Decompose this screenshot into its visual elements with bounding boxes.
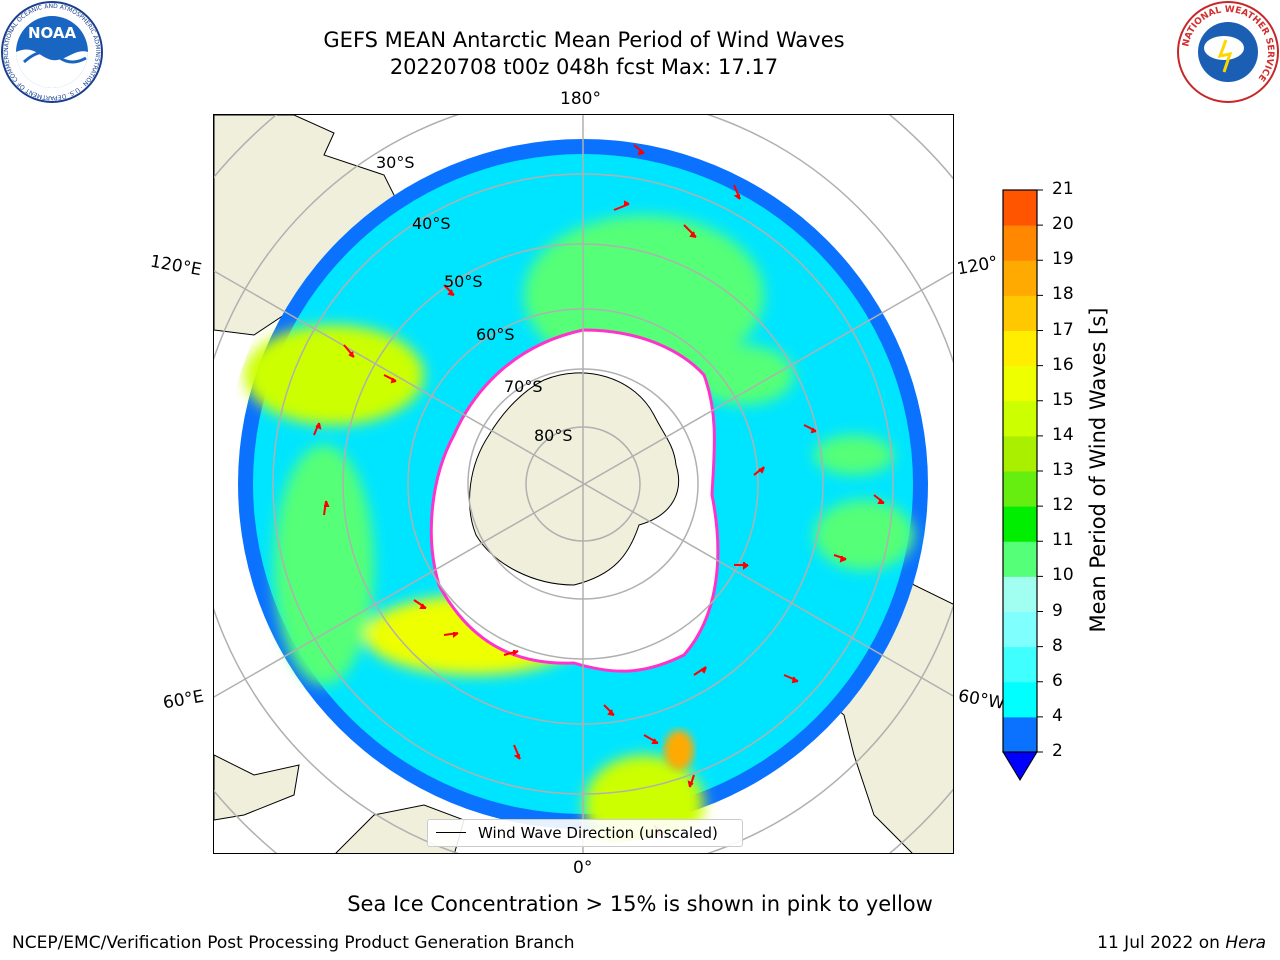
lon-label-180: 180°: [560, 89, 601, 109]
colorbar-tick-label: 18: [1052, 284, 1074, 305]
noaa-logo-text: NOAA: [28, 24, 77, 42]
lon-label-120e: 120°E: [148, 251, 204, 281]
colorbar-band: [1003, 400, 1037, 437]
map-svg: [214, 115, 953, 853]
colorbar-band: [1003, 646, 1037, 683]
colorbar-band: [1003, 190, 1037, 226]
colorbar-band: [1003, 681, 1037, 718]
noaa-logo: NATIONAL OCEANIC AND ATMOSPHERIC ADMINIS…: [0, 0, 103, 103]
colorbar-tick-label: 8: [1052, 635, 1063, 656]
sea-ice-note: Sea Ice Concentration > 15% is shown in …: [347, 892, 933, 916]
colorbar-band: [1003, 506, 1037, 542]
colorbar-tick-label: 13: [1052, 460, 1074, 480]
colorbar-label: Mean Period of Wind Waves [s]: [1086, 307, 1110, 633]
colorbar-bands: [1003, 190, 1037, 753]
chart-title: GEFS MEAN Antarctic Mean Period of Wind …: [323, 28, 845, 52]
colorbar-tick-marks: [1037, 189, 1043, 753]
nws-logo: NATIONAL WEATHER SERVICE: [1177, 1, 1279, 103]
lat-label-50s: 50°S: [444, 272, 483, 291]
lat-label-30s: 30°S: [376, 153, 415, 172]
credit-date-text: 11 Jul 2022 on: [1097, 933, 1226, 953]
colorbar-band: [1003, 611, 1037, 648]
antarctica-continent: [469, 372, 680, 586]
colorbar-tick-label: 2: [1052, 741, 1063, 761]
colorbar-tick-label: 16: [1052, 354, 1074, 375]
colorbar-tick-label: 15: [1052, 389, 1074, 410]
credit-date: 11 Jul 2022 on Hera: [1097, 933, 1266, 953]
colorbar-band: [1003, 716, 1037, 753]
colorbar-band: [1003, 260, 1037, 296]
colorbar-tick-label: 10: [1052, 565, 1074, 586]
colorbar-tick-label: 20: [1052, 214, 1074, 235]
colorbar-band: [1003, 365, 1037, 402]
colorbar: [1002, 189, 1043, 781]
colorbar-tick-label: 19: [1052, 249, 1074, 270]
colorbar-tick-label: 6: [1052, 670, 1063, 691]
legend-label: Wind Wave Direction (unscaled): [478, 824, 718, 842]
colorbar-band: [1003, 330, 1037, 367]
colorbar-band: [1003, 225, 1037, 261]
graticule: [214, 115, 953, 853]
colorbar-tick-label: 14: [1052, 424, 1074, 445]
colorbar-tick-label: 17: [1052, 319, 1074, 340]
colorbar-band: [1003, 295, 1037, 331]
lon-label-120w: 120°: [955, 252, 1000, 280]
colorbar-tick-label: 21: [1052, 179, 1074, 199]
map-panel: 30°S 40°S 50°S 60°S 70°S 80°S: [213, 114, 954, 854]
lat-label-60s: 60°S: [476, 325, 515, 344]
credit-organization: NCEP/EMC/Verification Post Processing Pr…: [12, 933, 575, 953]
colorbar-extend-triangle: [1002, 751, 1038, 781]
map-legend: Wind Wave Direction (unscaled): [427, 819, 743, 847]
colorbar-band: [1003, 435, 1037, 472]
colorbar-band: [1003, 541, 1037, 577]
chart-subtitle: 20220708 t00z 048h fcst Max: 17.17: [389, 55, 779, 79]
lat-label-70s: 70°S: [504, 377, 543, 396]
colorbar-tick-label: 9: [1052, 600, 1063, 621]
colorbar-tick-label: 12: [1052, 495, 1074, 516]
lat-label-40s: 40°S: [412, 214, 451, 233]
lon-label-60e: 60°E: [161, 686, 206, 714]
colorbar-tick-label: 4: [1052, 705, 1063, 726]
legend-line-swatch: [436, 832, 466, 833]
credit-machine: Hera: [1225, 933, 1266, 953]
lon-label-0: 0°: [573, 858, 593, 878]
colorbar-tick-label: 11: [1052, 530, 1074, 551]
wind-wave-arrows: [313, 144, 885, 836]
colorbar-band: [1003, 576, 1037, 612]
lat-label-80s: 80°S: [534, 426, 573, 445]
colorbar-band: [1003, 471, 1037, 507]
